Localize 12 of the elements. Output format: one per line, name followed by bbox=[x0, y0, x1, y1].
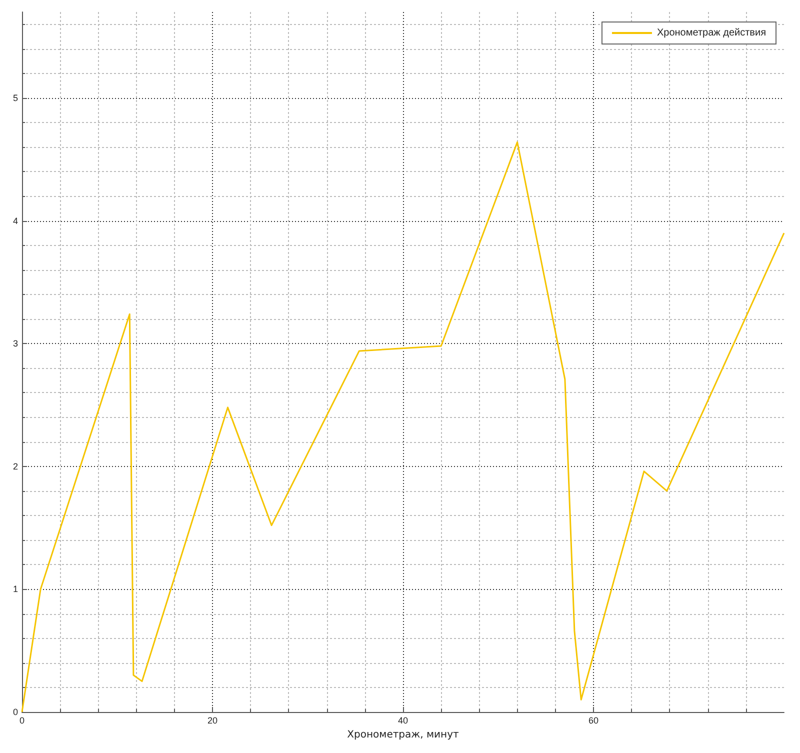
y-tick-label: 0 bbox=[12, 707, 18, 717]
x-axis-title: Хронометраж, минут bbox=[347, 730, 459, 740]
y-tick-label: 2 bbox=[12, 461, 18, 472]
y-tick-label: 3 bbox=[12, 338, 18, 349]
x-tick-label: 40 bbox=[398, 716, 408, 726]
y-tick-label: 5 bbox=[12, 92, 18, 103]
legend-label: Хронометраж действия bbox=[656, 28, 766, 38]
y-tick-label: 4 bbox=[12, 216, 18, 226]
y-tick-label: 1 bbox=[12, 584, 18, 594]
x-tick-label: 60 bbox=[588, 716, 599, 726]
x-tick-label: 20 bbox=[207, 716, 218, 726]
x-tick-label: 0 bbox=[19, 716, 25, 726]
